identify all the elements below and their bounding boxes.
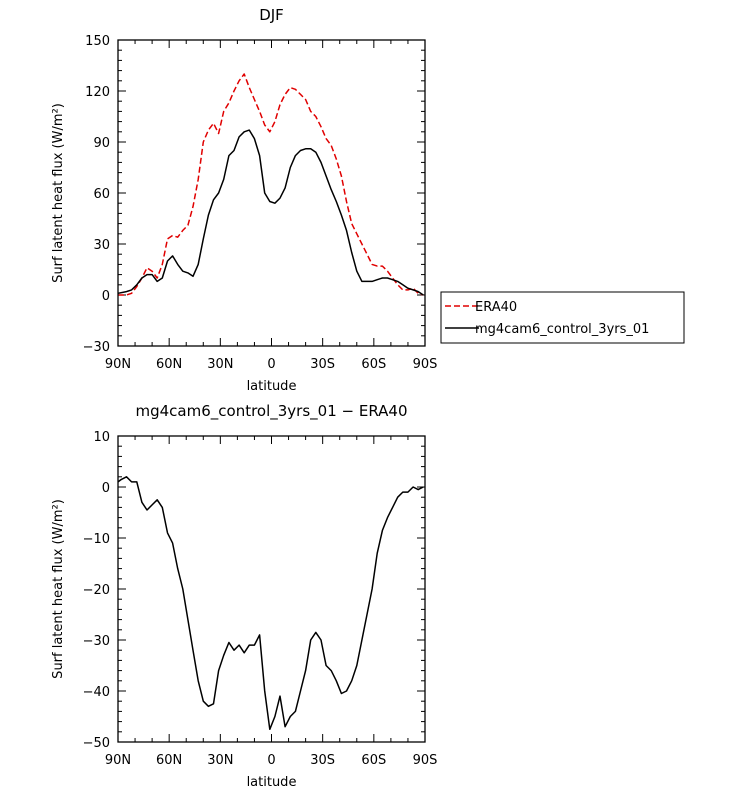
y-tick-label: −40 [83,685,110,700]
y-tick-label: 120 [85,85,110,100]
bottom-plot-frame [117,435,426,743]
y-tick-label: 150 [85,34,110,49]
y-tick-label: −30 [83,634,110,649]
series-line-0 [117,476,424,731]
x-tick-label: 90S [413,753,438,768]
legend-label-era40: ERA40 [475,300,517,315]
x-tick-label: 60N [156,753,182,768]
top-panel-title: DJF [259,6,284,24]
bottom-tick-labels: 90N 60N 30N 0 30S 60S 90S −50 −40 −30 −20 −10 0 10 [83,430,438,768]
x-tick-label: 90S [413,357,438,372]
x-tick-label: 30S [310,357,335,372]
y-tick-label: 0 [102,481,110,496]
x-tick-label: 30N [207,753,233,768]
x-tick-label: 60N [156,357,182,372]
y-tick-label: −30 [83,340,110,355]
bottom-y-axis-label: Surf latent heat flux (W/m²) [51,499,66,679]
series-line-0 [118,73,424,296]
bottom-panel: mg4cam6_control_3yrs_01 − ERA40 90N 60N 30… [51,402,437,790]
x-tick-label: 0 [267,753,275,768]
legend-box [440,291,685,344]
x-tick-label: 30N [207,357,233,372]
bottom-series [117,476,424,731]
y-tick-label: −50 [83,736,110,751]
bottom-ticks [117,435,426,743]
y-tick-label: 60 [93,187,110,202]
legend: ERA40 mg4cam6_control_3yrs_01 [440,291,685,344]
top-series [117,73,424,296]
top-panel: DJF 90N 60N 30N 0 30S 60S 90S−300306090120150 … [51,6,437,394]
bottom-x-axis-label: latitude [247,775,297,790]
y-tick-label: 30 [93,238,110,253]
top-x-axis-label: latitude [247,379,297,394]
legend-label-model: mg4cam6_control_3yrs_01 [475,322,649,337]
y-tick-label: 0 [102,289,110,304]
x-tick-label: 0 [267,357,275,372]
bottom-panel-title: mg4cam6_control_3yrs_01 − ERA40 [136,402,408,421]
x-tick-label: 30S [310,753,335,768]
top-plot-frame [117,39,426,347]
top-ticks [117,39,426,347]
y-tick-label: −20 [83,583,110,598]
y-tick-label: 10 [93,430,110,445]
top-tick-labels: 90N 60N 30N 0 30S 60S 90S −30 0 30 60 90 120 150 [83,34,438,372]
x-tick-label: 60S [361,753,386,768]
y-tick-label: 90 [93,136,110,151]
y-tick-label: −10 [83,532,110,547]
x-tick-label: 90N [105,753,131,768]
x-tick-label: 90N [105,357,131,372]
series-line-1 [117,129,424,296]
top-y-axis-label: Surf latent heat flux (W/m²) [51,103,66,283]
x-tick-label: 60S [361,357,386,372]
